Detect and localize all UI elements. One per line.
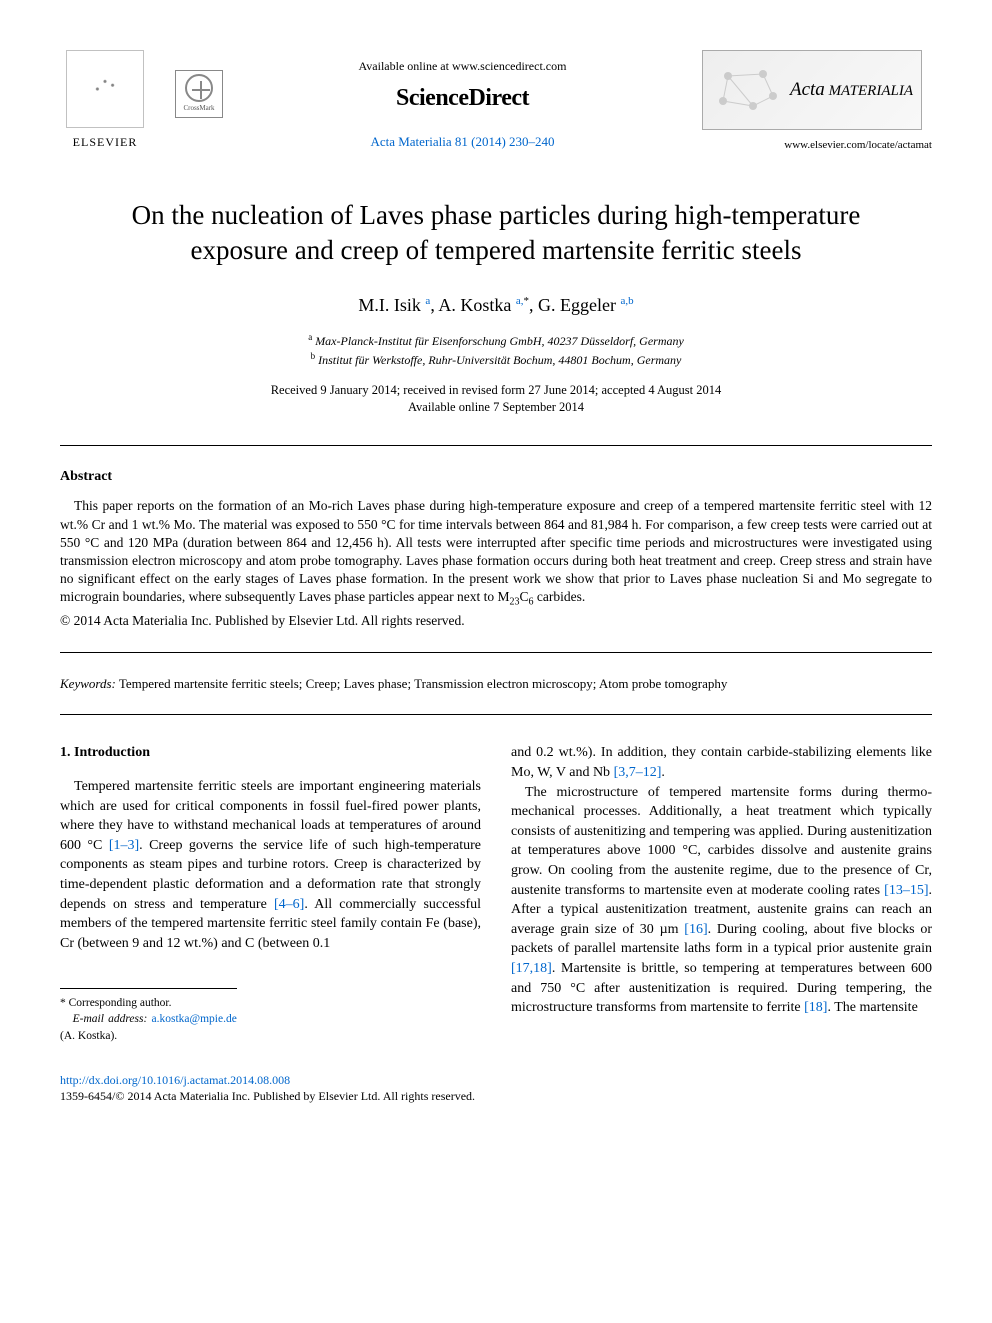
- doi-link[interactable]: http://dx.doi.org/10.1016/j.actamat.2014…: [60, 1072, 932, 1088]
- elsevier-label: ELSEVIER: [73, 134, 138, 150]
- footnotes: * Corresponding author. E-mail address: …: [60, 988, 237, 1043]
- abstract-body: This paper reports on the formation of a…: [60, 497, 932, 609]
- affiliation-a: a Max-Planck-Institut für Eisenforschung…: [60, 331, 932, 349]
- journal-reference-link[interactable]: Acta Materialia 81 (2014) 230–240: [223, 133, 702, 151]
- author-1: M.I. Isik: [358, 295, 421, 315]
- crossmark-label: CrossMark: [183, 104, 214, 113]
- affiliation-a-text: Max-Planck-Institut für Eisenforschung G…: [315, 334, 684, 348]
- keywords-block: Keywords: Tempered martensite ferritic s…: [60, 675, 932, 693]
- affiliation-b: b Institut für Werkstoffe, Ruhr-Universi…: [60, 350, 932, 368]
- available-online-text: Available online at www.sciencedirect.co…: [223, 58, 702, 74]
- email-label: E-mail address:: [73, 1013, 148, 1025]
- abstract-sub-23: 23: [509, 597, 519, 608]
- acta-caps: MATERIALIA: [825, 83, 913, 99]
- email-tail: (A. Kostka).: [60, 1030, 117, 1042]
- header-left: ELSEVIER CrossMark: [60, 50, 223, 150]
- affiliation-b-text: Institut für Werkstoffe, Ruhr-Universitä…: [318, 353, 681, 367]
- section-1-heading: 1. Introduction: [60, 743, 481, 763]
- divider-1: [60, 445, 932, 446]
- header-center: Available online at www.sciencedirect.co…: [223, 50, 702, 150]
- body-columns: 1. Introduction Tempered martensite ferr…: [60, 743, 932, 1043]
- keywords-label: Keywords:: [60, 676, 116, 691]
- divider-2: [60, 652, 932, 653]
- affiliations: a Max-Planck-Institut für Eisenforschung…: [60, 331, 932, 367]
- ref-link-4-6[interactable]: [4–6]: [274, 897, 304, 912]
- acta-italic: Acta: [790, 79, 825, 100]
- abstract-text-1: This paper reports on the formation of a…: [60, 498, 932, 604]
- footer-block: http://dx.doi.org/10.1016/j.actamat.2014…: [60, 1072, 932, 1104]
- elsevier-logo: ELSEVIER: [60, 50, 150, 150]
- intro-text-r1a: and 0.2 wt.%). In addition, they contain…: [511, 745, 932, 780]
- article-dates: Received 9 January 2014; received in rev…: [60, 382, 932, 416]
- header-right: Acta MATERIALIA www.elsevier.com/locate/…: [702, 50, 932, 153]
- paper-title: On the nucleation of Laves phase particl…: [120, 198, 872, 268]
- dates-line1: Received 9 January 2014; received in rev…: [60, 382, 932, 399]
- paper-header: ELSEVIER CrossMark Available online at w…: [60, 50, 932, 153]
- abstract-heading: Abstract: [60, 468, 932, 487]
- ref-link-3-7-12[interactable]: [3,7–12]: [614, 765, 662, 780]
- column-right: and 0.2 wt.%). In addition, they contain…: [511, 743, 932, 1043]
- author-list: M.I. Isik a, A. Kostka a,*, G. Eggeler a…: [60, 293, 932, 317]
- corresponding-note: * Corresponding author.: [60, 995, 237, 1011]
- author-3: G. Eggeler: [538, 295, 616, 315]
- ref-link-18[interactable]: [18]: [804, 1000, 827, 1015]
- ref-link-16[interactable]: [16]: [684, 922, 707, 937]
- journal-url[interactable]: www.elsevier.com/locate/actamat: [702, 138, 932, 153]
- author-2: A. Kostka: [438, 295, 511, 315]
- keywords-text: Tempered martensite ferritic steels; Cre…: [116, 676, 728, 691]
- elsevier-tree-icon: [66, 50, 144, 128]
- corresponding-email[interactable]: a.kostka@mpie.de: [147, 1013, 237, 1025]
- divider-3: [60, 714, 932, 715]
- abstract-copyright: © 2014 Acta Materialia Inc. Published by…: [60, 612, 932, 630]
- dates-line2: Available online 7 September 2014: [60, 399, 932, 416]
- column-left: 1. Introduction Tempered martensite ferr…: [60, 743, 481, 1043]
- abstract-text-2: C: [519, 589, 528, 604]
- email-line: E-mail address: a.kostka@mpie.de (A. Kos…: [60, 1011, 237, 1043]
- author-3-aff[interactable]: a,b: [620, 295, 633, 307]
- intro-text-r1b: .: [661, 765, 665, 780]
- ref-link-1-3[interactable]: [1–3]: [109, 838, 139, 853]
- issn-copyright: 1359-6454/© 2014 Acta Materialia Inc. Pu…: [60, 1088, 932, 1104]
- author-1-aff[interactable]: a: [425, 295, 430, 307]
- acta-network-icon: [713, 66, 783, 116]
- abstract-text-3: carbides.: [534, 589, 586, 604]
- sciencedirect-logo: ScienceDirect: [223, 82, 702, 114]
- ref-link-17-18[interactable]: [17,18]: [511, 961, 552, 976]
- corresponding-star[interactable]: *: [523, 295, 529, 307]
- intro-text-r2e: . The martensite: [827, 1000, 917, 1015]
- intro-text-r2a: The microstructure of tempered martensit…: [511, 785, 932, 898]
- acta-materialia-logo: Acta MATERIALIA: [702, 50, 922, 130]
- crossmark-badge[interactable]: CrossMark: [175, 70, 223, 118]
- acta-title: Acta MATERIALIA: [790, 77, 913, 103]
- ref-link-13-15[interactable]: [13–15]: [884, 883, 928, 898]
- crossmark-icon: [185, 74, 213, 102]
